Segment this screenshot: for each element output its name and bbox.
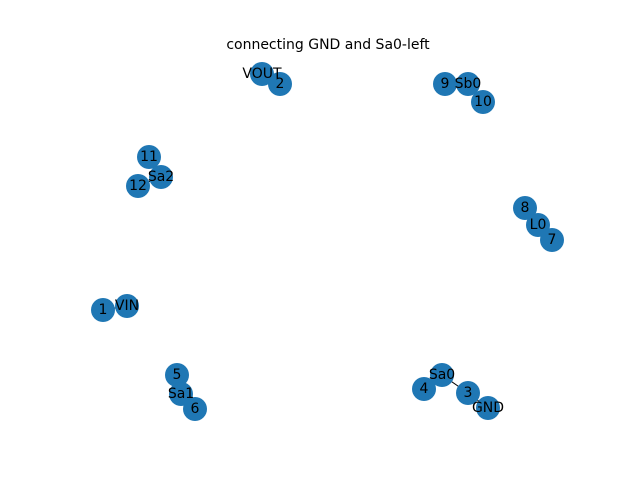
node-gnd bbox=[476, 396, 500, 420]
node-7 bbox=[540, 228, 564, 252]
node-label-9: 9 bbox=[441, 76, 450, 92]
graph-nodes bbox=[91, 62, 564, 421]
node-1 bbox=[91, 298, 115, 322]
node-label-4: 4 bbox=[420, 381, 429, 397]
node-label-vout: VOUT bbox=[242, 66, 282, 82]
node-8 bbox=[513, 196, 537, 220]
figure-title: connecting GND and Sa0-left bbox=[226, 37, 430, 53]
node-label-8: 8 bbox=[521, 200, 530, 216]
node-label-1: 1 bbox=[99, 302, 108, 318]
node-9 bbox=[433, 72, 457, 96]
node-sb0 bbox=[456, 72, 480, 96]
node-label-sa0: Sa0 bbox=[429, 367, 455, 383]
node-sa1 bbox=[169, 382, 193, 406]
node-4 bbox=[412, 377, 436, 401]
node-label-sb0: Sb0 bbox=[455, 76, 482, 92]
node-2 bbox=[268, 72, 292, 96]
node-6 bbox=[183, 397, 207, 421]
graph-edges bbox=[102, 73, 553, 410]
node-label-3: 3 bbox=[464, 385, 473, 401]
node-5 bbox=[165, 363, 189, 387]
node-11 bbox=[137, 145, 161, 169]
node-10 bbox=[471, 90, 495, 114]
node-l0 bbox=[526, 213, 550, 237]
node-12 bbox=[126, 174, 150, 198]
node-label-10: 10 bbox=[474, 94, 492, 110]
node-sa2 bbox=[149, 165, 173, 189]
node-3 bbox=[456, 381, 480, 405]
node-label-gnd: GND bbox=[472, 400, 504, 416]
node-label-2: 2 bbox=[276, 76, 285, 92]
node-label-11: 11 bbox=[140, 149, 158, 165]
node-label-sa1: Sa1 bbox=[168, 386, 194, 402]
node-label-6: 6 bbox=[191, 401, 200, 417]
node-label-5: 5 bbox=[173, 367, 182, 383]
node-label-l0: L0 bbox=[530, 217, 547, 233]
node-label-7: 7 bbox=[548, 232, 557, 248]
node-sa0 bbox=[430, 363, 454, 387]
node-vout bbox=[250, 62, 274, 86]
node-label-sa2: Sa2 bbox=[148, 169, 174, 185]
node-vin bbox=[115, 294, 139, 318]
node-label-vin: VIN bbox=[115, 298, 139, 314]
node-label-12: 12 bbox=[129, 178, 147, 194]
